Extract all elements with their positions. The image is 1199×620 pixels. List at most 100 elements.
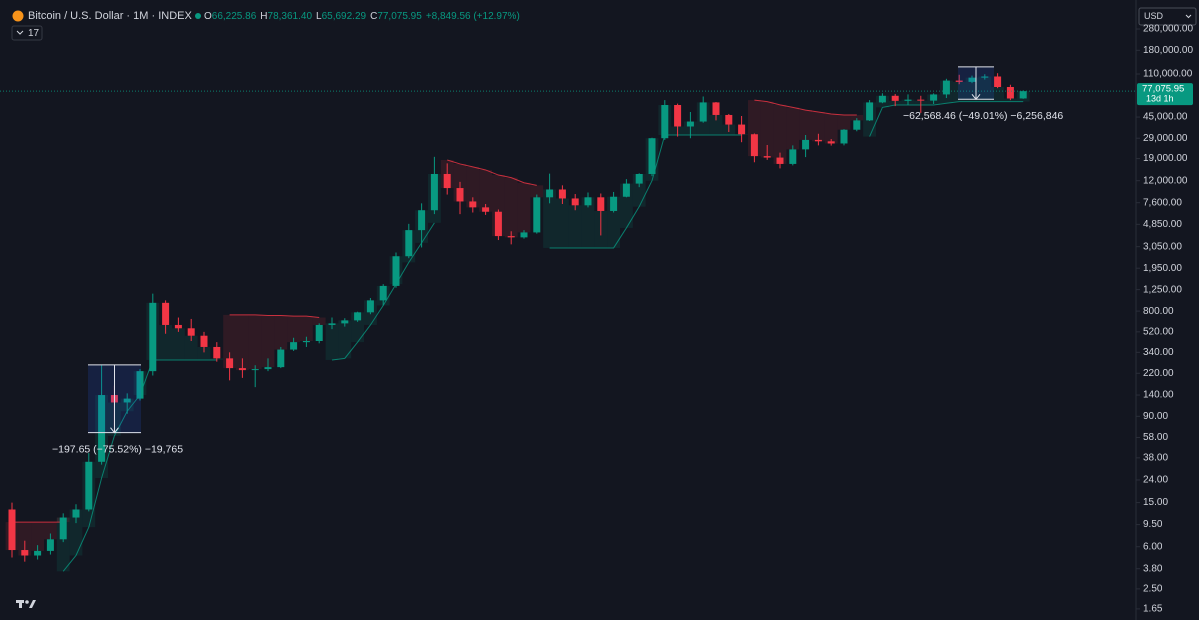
candle-body xyxy=(443,173,451,189)
y-tick-label: 3,050.00 xyxy=(1143,241,1182,252)
candle-body xyxy=(827,141,835,144)
candle-body xyxy=(469,201,477,208)
candle-body xyxy=(456,188,464,202)
y-tick-label: 7,600.00 xyxy=(1143,197,1182,208)
status-dot xyxy=(195,13,201,19)
candle-body xyxy=(994,76,1002,88)
trend-fill xyxy=(709,114,723,136)
trend-fill xyxy=(786,107,800,150)
trend-fill xyxy=(18,522,32,556)
trend-fill xyxy=(773,104,787,164)
y-tick-label: 220.00 xyxy=(1143,368,1174,379)
trend-fill xyxy=(837,114,851,130)
logo xyxy=(16,600,36,608)
trend-fill xyxy=(991,87,1004,102)
candle-body xyxy=(712,102,720,115)
candle-body xyxy=(136,371,144,399)
candle-body xyxy=(533,197,541,233)
currency-select[interactable] xyxy=(1138,7,1197,26)
candle-body xyxy=(674,105,682,127)
o-label: O xyxy=(204,11,212,22)
candle-body xyxy=(34,550,42,556)
candle-body xyxy=(226,358,234,369)
trend-fill xyxy=(466,166,480,208)
candle-body xyxy=(251,369,259,371)
candle-body xyxy=(776,157,784,164)
measure-label: −62,568.46 (−49.01%) −6,256,846 xyxy=(903,110,1063,122)
candle-body xyxy=(341,320,349,324)
candle-body xyxy=(840,129,848,144)
candle-body xyxy=(1006,87,1014,99)
trend-fill xyxy=(978,76,992,102)
y-tick-label: 2.50 xyxy=(1143,584,1163,595)
indicator-toggle[interactable] xyxy=(11,25,43,41)
candle-body xyxy=(238,368,246,371)
y-tick-label: 9.50 xyxy=(1143,519,1163,530)
trend-fill xyxy=(300,316,313,342)
trend-fill xyxy=(312,317,326,325)
candle-body xyxy=(8,509,16,551)
candle-body xyxy=(46,539,54,551)
trend-fill xyxy=(172,328,185,360)
y-tick-label: 19,000.00 xyxy=(1143,153,1188,164)
y-tick-label: 1,250.00 xyxy=(1143,284,1182,295)
h-label: H xyxy=(260,11,267,22)
trend-fill xyxy=(248,314,262,370)
candle-body xyxy=(430,173,438,211)
y-tick-label: 29,000.00 xyxy=(1143,133,1188,144)
y-tick-label: 1,950.00 xyxy=(1143,263,1182,274)
indicator-count: 17 xyxy=(28,28,40,39)
c-label: C xyxy=(370,11,377,22)
candle-body xyxy=(814,139,822,142)
y-tick-label: 90.00 xyxy=(1143,411,1168,422)
candle-body xyxy=(59,517,67,540)
y-tick-label: 58.00 xyxy=(1143,432,1168,443)
candle-body xyxy=(187,328,195,336)
price-tag xyxy=(1137,83,1193,106)
trend-fill xyxy=(556,198,569,248)
high-value: 78,361.40 xyxy=(268,11,313,22)
trend-fill xyxy=(236,314,249,371)
change-value: +8,849.56 (+12.97%) xyxy=(426,11,520,22)
trend-fill xyxy=(31,522,44,551)
symbol-title[interactable]: Bitcoin / U.S. Dollar · 1M · INDEX xyxy=(28,10,192,22)
candle-body xyxy=(72,509,80,518)
candle-body xyxy=(955,80,963,82)
candle-body xyxy=(891,95,899,101)
candle-body xyxy=(981,76,989,78)
ohlc-readout: O66,225.86 H78,361.40 L65,692.29 C77,075.95… xyxy=(204,11,520,22)
candle-body xyxy=(763,156,771,158)
candle-body xyxy=(405,230,413,257)
trend-fill xyxy=(965,77,979,102)
candle-body xyxy=(584,197,592,206)
l-label: L xyxy=(316,11,322,22)
trend-fill xyxy=(517,182,531,233)
trend-fill xyxy=(952,81,966,102)
candle-body xyxy=(162,302,170,325)
trend-fill xyxy=(197,346,211,360)
trend-fill xyxy=(581,197,595,248)
trend-line-down xyxy=(12,99,857,523)
measure-label: −197.65 (−75.52%) −19,765 xyxy=(52,443,183,455)
y-tick-label: 45,000.00 xyxy=(1143,112,1188,123)
candle-body xyxy=(328,323,336,325)
open-value: 66,225.86 xyxy=(212,11,257,22)
plot-area: −197.65 (−75.52%) −19,765 −62,568.46 (−49… xyxy=(0,66,1136,572)
candle-body xyxy=(482,207,490,212)
y-tick-label: 38.00 xyxy=(1143,452,1168,463)
candle-body xyxy=(546,189,554,198)
trend-fill xyxy=(543,189,556,248)
candle-body xyxy=(354,312,362,321)
candle-body xyxy=(558,189,566,199)
trend-fill xyxy=(530,185,544,198)
candle-body xyxy=(494,211,502,237)
candle-body xyxy=(520,232,528,238)
candle-body xyxy=(418,210,426,231)
candle-body xyxy=(366,300,374,313)
trend-fill xyxy=(184,335,198,360)
y-tick-label: 140.00 xyxy=(1143,390,1174,401)
candle-body xyxy=(699,102,707,122)
currency-label: USD xyxy=(1144,11,1164,21)
